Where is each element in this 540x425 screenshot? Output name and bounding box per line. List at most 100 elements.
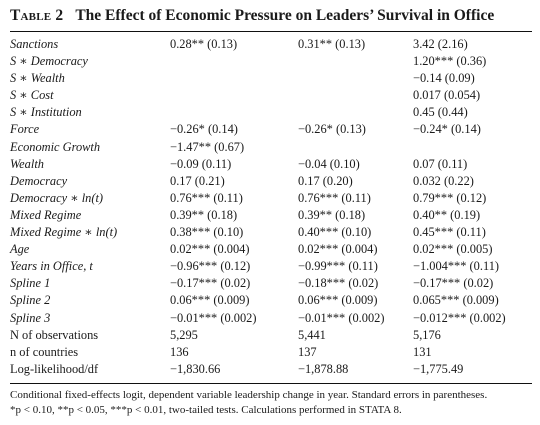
table-row: S ∗ Cost 0.017 (0.054)	[10, 87, 532, 104]
variable-cell: Log-likelihood/df	[10, 361, 99, 376]
table-row: Sanctions 0.28** (0.13) 0.31** (0.13) 3.42 …	[10, 36, 532, 53]
table-row: S ∗ Wealth −0.14 (0.09)	[10, 70, 532, 87]
bottom-rule	[10, 383, 532, 384]
model-3-cell: −0.17*** (0.02)	[413, 276, 494, 291]
model-3-cell: 3.42 (2.16)	[413, 37, 468, 51]
table-row: Spline 3 −0.01*** (0.002) −0.01*** (0.002)…	[10, 310, 532, 327]
model-1-cell: 0.38*** (0.10)	[170, 225, 244, 240]
table-row: S ∗ Institution 0.45 (0.44)	[10, 104, 532, 121]
variable-cell: S ∗ Democracy	[10, 54, 88, 69]
model-1-cell	[170, 87, 298, 104]
model-1-cell: −1,830.66	[170, 361, 221, 376]
model-3-cell: 131	[413, 344, 432, 359]
variable-cell: Sanctions	[10, 37, 59, 51]
model-2-cell: −1,878.88	[298, 361, 349, 376]
model-2-cell: −0.04 (0.10)	[298, 156, 360, 171]
table-notes: Conditional fixed-effects logit, depende…	[10, 388, 538, 417]
model-1-cell	[170, 104, 298, 121]
model-1-cell: 0.76*** (0.11)	[170, 190, 243, 205]
model-3-cell: 0.45*** (0.11)	[413, 225, 486, 240]
model-3-cell: −1,775.49	[413, 361, 464, 376]
model-3-cell: −0.14 (0.09)	[413, 71, 475, 86]
table-row: N of observations 5,295 5,441 5,176	[10, 327, 532, 344]
table-row: Years in Office, t −0.96*** (0.12) −0.99**…	[10, 258, 532, 275]
model-2-cell: −0.01*** (0.002)	[298, 310, 385, 325]
model-3-cell: −0.012*** (0.002)	[413, 310, 506, 325]
table-body: Sanctions 0.28** (0.13) 0.31** (0.13) 3.42 …	[10, 36, 532, 378]
model-2-cell: 0.17 (0.20)	[298, 173, 353, 188]
model-2-cell: 0.31** (0.13)	[298, 37, 366, 51]
table-row: Economic Growth −1.47** (0.67)	[10, 139, 532, 156]
model-3-cell: 5,176	[413, 327, 441, 342]
model-2-cell: 0.39** (0.18)	[298, 207, 366, 222]
model-2-cell: 0.02*** (0.004)	[298, 242, 378, 257]
variable-cell: Force	[10, 122, 40, 137]
variable-cell: Economic Growth	[10, 139, 101, 154]
table-row: Log-likelihood/df −1,830.66 −1,878.88 −1,77…	[10, 361, 532, 378]
table-row: Age 0.02*** (0.004) 0.02*** (0.004) 0.02***…	[10, 241, 532, 258]
table-title: Table 2 The Effect of Economic Pressure o…	[10, 7, 535, 25]
model-2-cell: 137	[298, 344, 317, 359]
model-2-cell	[298, 53, 413, 70]
model-3-cell	[413, 139, 532, 156]
variable-cell: n of countries	[10, 344, 79, 359]
table-caption: The Effect of Economic Pressure on Leade…	[75, 7, 495, 24]
model-2-cell: 0.06*** (0.009)	[298, 293, 378, 308]
note-significance: *p < 0.10, **p < 0.05, ***p < 0.01, two-…	[10, 403, 402, 416]
model-3-cell: 0.017 (0.054)	[413, 88, 481, 103]
model-3-cell: 0.07 (0.11)	[413, 156, 468, 171]
variable-cell: Democracy	[10, 173, 68, 188]
model-1-cell: 136	[170, 344, 189, 359]
table-row: Democracy 0.17 (0.21) 0.17 (0.20) 0.032 (0.…	[10, 173, 532, 190]
model-1-cell: −0.09 (0.11)	[170, 156, 232, 171]
table-row: Force −0.26* (0.14) −0.26* (0.13) −0.24* (0…	[10, 121, 532, 138]
regression-table: Sanctions 0.28** (0.13) 0.31** (0.13) 3.42 …	[10, 36, 532, 378]
variable-cell: Age	[10, 242, 30, 257]
model-3-cell: −1.004*** (0.11)	[413, 259, 500, 274]
model-2-cell	[298, 70, 413, 87]
variable-cell: Spline 1	[10, 276, 51, 291]
table-row: Wealth −0.09 (0.11) −0.04 (0.10) 0.07 (0.11…	[10, 156, 532, 173]
model-1-cell: 0.17 (0.21)	[170, 173, 225, 188]
model-1-cell: 0.28** (0.13)	[170, 37, 238, 51]
model-3-cell: −0.24* (0.14)	[413, 122, 481, 137]
model-3-cell: 0.45 (0.44)	[413, 105, 468, 120]
model-1-cell: −0.17*** (0.02)	[170, 276, 251, 291]
model-1-cell: 0.02*** (0.004)	[170, 242, 250, 257]
variable-cell: Spline 2	[10, 293, 51, 308]
model-2-cell: 0.76*** (0.11)	[298, 190, 371, 205]
model-3-cell: 0.02*** (0.005)	[413, 242, 493, 257]
table-row: Mixed Regime ∗ ln(t) 0.38*** (0.10) 0.40**…	[10, 224, 532, 241]
model-1-cell: −0.26* (0.14)	[170, 122, 238, 137]
note-method: Conditional fixed-effects logit, depende…	[10, 389, 488, 401]
variable-cell: Democracy ∗ ln(t)	[10, 190, 104, 205]
table-row: Spline 1 −0.17*** (0.02) −0.18*** (0.02) −0…	[10, 275, 532, 292]
table-row: Mixed Regime 0.39** (0.18) 0.39** (0.18) 0.…	[10, 207, 532, 224]
table-label: Table 2	[10, 7, 64, 24]
model-1-cell: 0.06*** (0.009)	[170, 293, 250, 308]
variable-cell: Mixed Regime	[10, 207, 82, 222]
table-row: n of countries 136 137 131	[10, 344, 532, 361]
variable-cell: S ∗ Cost	[10, 88, 54, 103]
model-3-cell: 0.032 (0.22)	[413, 173, 474, 188]
variable-cell: Mixed Regime ∗ ln(t)	[10, 225, 118, 240]
top-rule	[10, 31, 532, 32]
variable-cell: Spline 3	[10, 310, 51, 325]
model-2-cell	[298, 139, 413, 156]
table-row: S ∗ Democracy 1.20*** (0.36)	[10, 53, 532, 70]
model-3-cell: 0.065*** (0.009)	[413, 293, 499, 308]
variable-cell: N of observations	[10, 327, 99, 342]
variable-cell: S ∗ Institution	[10, 105, 82, 120]
table-row: Democracy ∗ ln(t) 0.76*** (0.11) 0.76*** (…	[10, 190, 532, 207]
model-1-cell: −0.96*** (0.12)	[170, 259, 251, 274]
model-2-cell: −0.18*** (0.02)	[298, 276, 379, 291]
model-1-cell: −1.47** (0.67)	[170, 139, 245, 154]
model-2-cell: −0.99*** (0.11)	[298, 259, 378, 274]
model-2-cell	[298, 104, 413, 121]
model-2-cell: −0.26* (0.13)	[298, 122, 366, 137]
model-1-cell: 0.39** (0.18)	[170, 207, 238, 222]
model-3-cell: 0.79*** (0.12)	[413, 190, 487, 205]
model-1-cell	[170, 53, 298, 70]
model-1-cell: −0.01*** (0.002)	[170, 310, 257, 325]
